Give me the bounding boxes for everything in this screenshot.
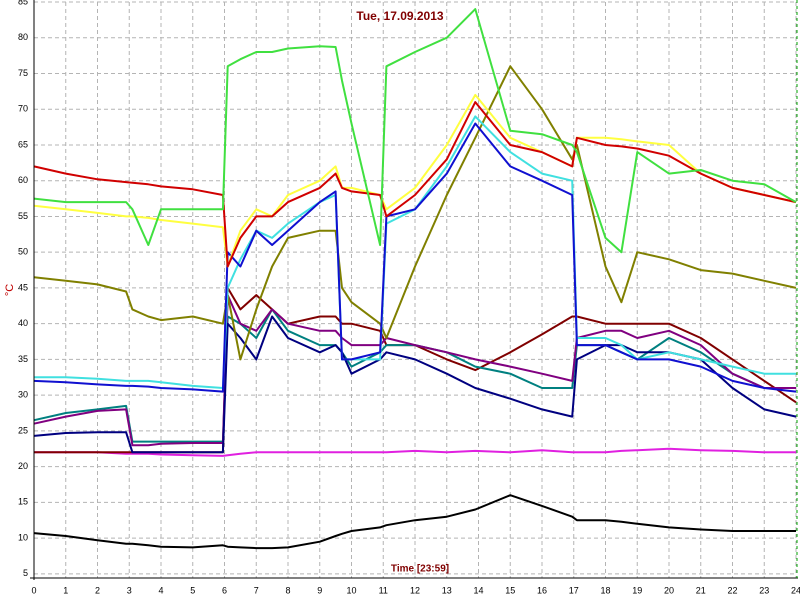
x-tick-label: 1 (63, 585, 68, 595)
x-tick-label: 18 (600, 585, 610, 595)
y-tick-label: 65 (18, 139, 28, 149)
y-tick-label: 80 (18, 32, 28, 42)
x-tick-label: 0 (31, 585, 36, 595)
x-tick-label: 9 (317, 585, 322, 595)
lines (33, 8, 797, 550)
x-tick-label: 19 (632, 585, 642, 595)
x-tick-label: 3 (127, 585, 132, 595)
x-tick-label: 12 (410, 585, 420, 595)
y-tick-label: 50 (18, 247, 28, 257)
x-tick-label: 22 (727, 585, 737, 595)
y-tick-label: 45 (18, 282, 28, 292)
x-tick-label: 8 (285, 585, 290, 595)
y-tick-label: 85 (18, 0, 28, 6)
x-tick-label: 6 (222, 585, 227, 595)
x-tick-label: 23 (759, 585, 769, 595)
x-tick-label: 13 (442, 585, 452, 595)
y-tick-label: 15 (18, 497, 28, 507)
x-tick-label: 2 (95, 585, 100, 595)
y-tick-label: 25 (18, 425, 28, 435)
y-tick-label: 70 (18, 104, 28, 114)
x-axis-label: Time [23:59] (391, 564, 449, 575)
y-tick-label: 75 (18, 68, 28, 78)
y-tick-label: 40 (18, 318, 28, 328)
x-tick-label: 24 (791, 585, 800, 595)
x-tick-label: 11 (379, 585, 388, 595)
x-tick-label: 21 (696, 585, 706, 595)
series-line (33, 8, 797, 254)
x-tick-label: 20 (664, 585, 674, 595)
y-tick-label: 60 (18, 175, 28, 185)
x-tick-label: 17 (569, 585, 579, 595)
series-line (33, 101, 797, 268)
series-line (33, 65, 797, 361)
y-tick-label: 30 (18, 390, 28, 400)
series-line (33, 294, 796, 447)
series-line (33, 122, 797, 393)
x-tick-label: 4 (158, 585, 163, 595)
x-tick-label: 16 (537, 585, 547, 595)
y-tick-label: 10 (18, 532, 28, 542)
x-tick-label: 15 (505, 585, 515, 595)
y-tick-label: 55 (18, 211, 28, 221)
chart-title: Tue, 17.09.2013 (356, 9, 443, 23)
x-tick-label: 10 (346, 585, 356, 595)
y-axis-label: °C (4, 284, 16, 296)
y-tick-label: 35 (18, 354, 28, 364)
y-tick-label: 5 (23, 568, 28, 578)
grid (33, 1, 797, 578)
series-line (33, 315, 797, 454)
y-tick-label: 20 (18, 461, 28, 471)
series-line (33, 494, 796, 550)
x-tick-label: 5 (190, 585, 195, 595)
x-tick-label: 7 (254, 585, 259, 595)
series-line (34, 447, 796, 457)
x-tick-label: 14 (473, 585, 483, 595)
